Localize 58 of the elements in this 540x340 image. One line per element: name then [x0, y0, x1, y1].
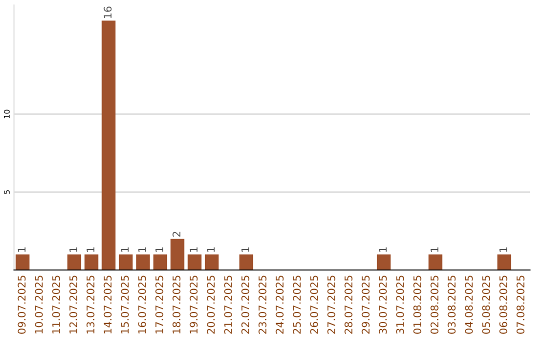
bar	[16, 254, 30, 270]
data-label: 1	[155, 247, 164, 252]
data-label: 1	[86, 247, 94, 252]
x-tick-label: 12.07.2025	[69, 276, 78, 334]
data-label: 1	[499, 247, 508, 252]
x-tick-label: 02.08.2025	[430, 276, 438, 334]
x-tick-label: 20.07.2025	[206, 276, 215, 334]
x-tick-label: 17.07.2025	[155, 276, 164, 334]
x-tick-label: 30.07.2025	[378, 276, 387, 334]
x-tick-label: 11.07.2025	[52, 276, 60, 334]
bar	[84, 254, 98, 270]
x-tick-label: 26.07.2025	[310, 276, 318, 334]
data-label: 1	[138, 247, 146, 252]
x-tick-label: 23.07.2025	[258, 276, 266, 334]
x-tick-label: 04.08.2025	[464, 276, 473, 334]
x-tick-label: 13.07.2025	[86, 276, 94, 334]
x-tick-label: 15.07.2025	[120, 276, 129, 334]
data-label: 16	[104, 6, 112, 18]
x-tick-label: 05.08.2025	[482, 276, 490, 334]
bar	[497, 254, 512, 270]
bar	[118, 254, 133, 270]
data-label: 1	[190, 247, 198, 252]
bar	[376, 254, 391, 270]
data-label: 1	[430, 247, 438, 252]
x-tick-label: 16.07.2025	[138, 276, 146, 334]
bar	[170, 238, 184, 270]
data-label: 1	[379, 247, 387, 252]
x-tick-label: 31.07.2025	[396, 276, 404, 334]
x-tick-label: 14.07.2025	[104, 276, 112, 334]
bar	[136, 254, 150, 270]
bar	[428, 254, 442, 270]
bar	[67, 254, 82, 270]
x-tick-label: 24.07.2025	[276, 276, 284, 334]
x-tick-label: 01.08.2025	[413, 276, 422, 334]
x-tick-label: 07.08.2025	[516, 276, 524, 334]
data-label: 1	[121, 247, 129, 252]
bar	[153, 254, 168, 270]
x-tick-label: 29.07.2025	[362, 276, 370, 334]
x-tick-label: 10.07.2025	[34, 276, 43, 334]
x-tick-label: 22.07.2025	[241, 276, 250, 334]
data-label: 1	[69, 247, 78, 252]
x-tick-label: 03.08.2025	[448, 276, 456, 334]
x-tick-label: 25.07.2025	[292, 276, 301, 334]
x-tick-label: 21.07.2025	[224, 276, 232, 334]
data-label: 1	[207, 247, 215, 252]
x-tick-label: 19.07.2025	[190, 276, 198, 334]
x-tick-label: 27.07.2025	[327, 276, 336, 334]
bar	[204, 254, 219, 270]
bar	[188, 254, 202, 270]
bar	[102, 20, 116, 270]
x-tick-label: 28.07.2025	[344, 276, 352, 334]
x-tick-label: 06.08.2025	[499, 276, 508, 334]
data-label: 1	[18, 247, 26, 252]
x-tick-label: 09.07.2025	[18, 276, 26, 334]
x-tick-label: 18.07.2025	[172, 276, 180, 334]
bar	[239, 254, 254, 270]
data-label: 2	[172, 232, 180, 237]
data-label: 1	[241, 247, 250, 252]
